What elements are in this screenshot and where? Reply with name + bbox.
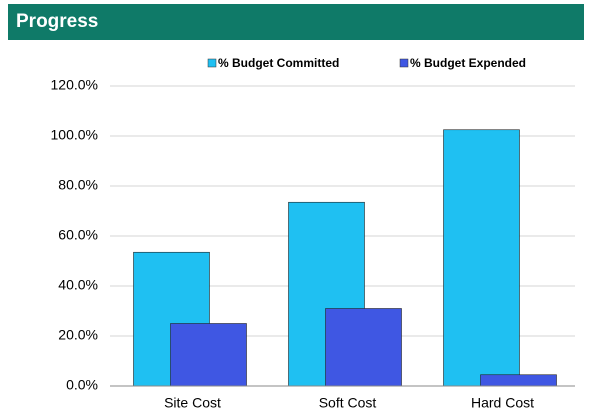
x-tick-label: Site Cost [164, 395, 221, 411]
legend-label: % Budget Expended [410, 56, 526, 70]
y-tick-label: 80.0% [58, 177, 98, 193]
bar [170, 323, 247, 387]
header-bar [8, 4, 584, 40]
legend-swatch [399, 58, 409, 68]
y-tick-label: 60.0% [58, 227, 98, 243]
bar [443, 129, 520, 387]
y-tick-label: 120.0% [51, 77, 98, 93]
y-tick-label: 40.0% [58, 277, 98, 293]
legend-label: % Budget Committed [218, 56, 339, 70]
legend-swatch [207, 58, 217, 68]
chart-title: Progress [16, 11, 98, 32]
x-tick-label: Hard Cost [471, 395, 534, 411]
y-tick-label: 0.0% [66, 377, 98, 393]
y-tick-label: 100.0% [51, 127, 98, 143]
y-tick-label: 20.0% [58, 327, 98, 343]
x-tick-label: Soft Cost [319, 395, 377, 411]
bar [325, 308, 402, 387]
bar [480, 374, 557, 387]
